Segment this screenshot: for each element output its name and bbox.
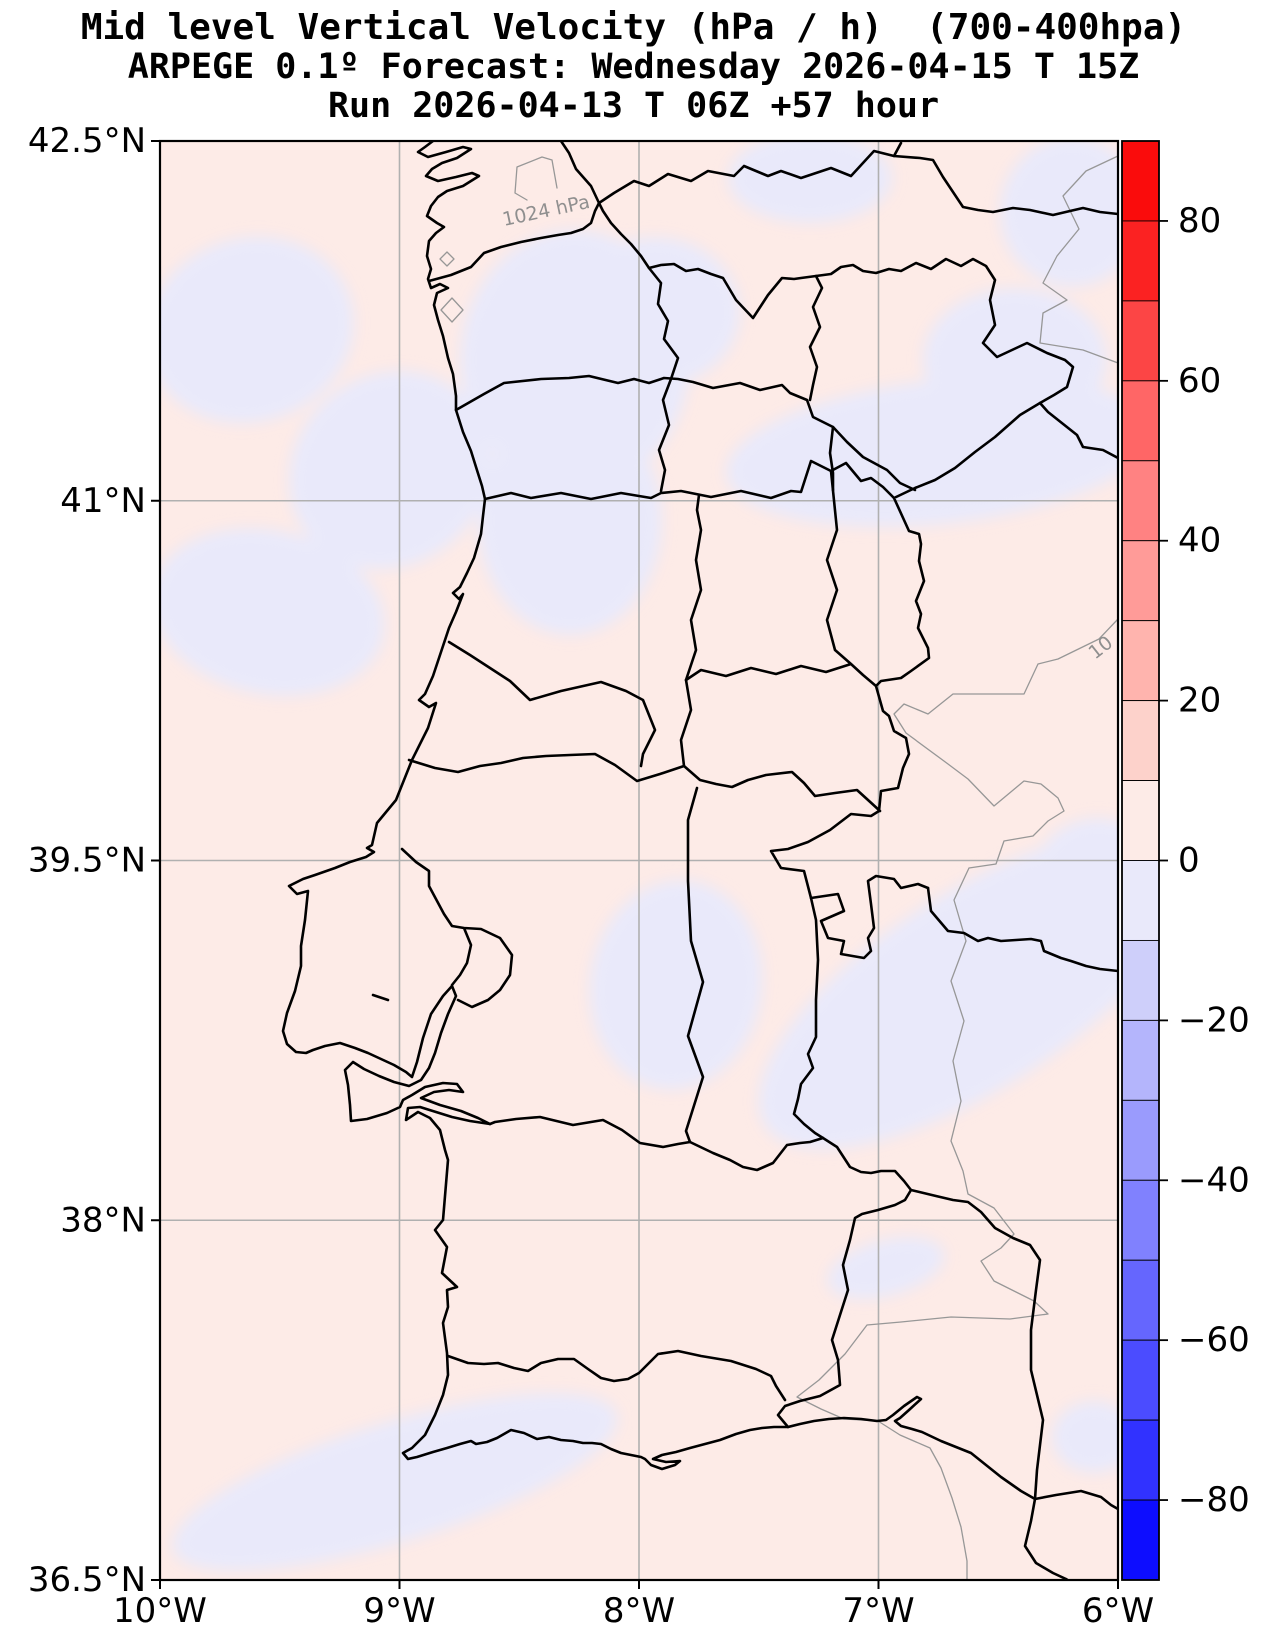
colorbar-cell: [1121, 220, 1160, 302]
graticule: [160, 141, 1118, 1580]
colorbar-tick-label: 60: [1178, 361, 1221, 401]
colorbar-cell: [1121, 780, 1160, 861]
isobar-1024-contour: [514, 156, 558, 201]
isobar-closed-cell-2: [440, 297, 464, 323]
colorbar-ticks: 80 60 40 20 0 −20 −40 −60 −80: [1159, 201, 1250, 1520]
district-setubal-beja: [488, 1115, 825, 1172]
colorbar-cell: [1121, 1179, 1160, 1261]
district-viseu-guarda: [679, 493, 703, 768]
spain-badajoz-line: [926, 886, 1118, 973]
colorbar-cell: [1121, 700, 1160, 782]
lat-tick-label: 36.5°N: [28, 1560, 146, 1600]
colorbar-tick-label: 80: [1178, 201, 1221, 241]
title-line-model-validity: ARPEGE 0.1º Forecast: Wednesday 2026-04-…: [127, 47, 1140, 87]
atlantic-coastline: [281, 141, 1118, 1511]
district-douro-line: [483, 459, 896, 501]
province-border-east: [796, 618, 1118, 1580]
lon-tick-label: 10°W: [113, 1591, 207, 1631]
lat-tick-label: 41°N: [60, 481, 146, 521]
negative-velocity-regions: [160, 141, 1118, 1571]
province-border-northeast: [1039, 155, 1118, 364]
colorbar-cell: [1121, 460, 1160, 542]
colorbar-cell: [1121, 300, 1160, 382]
colorbar-cell: [1121, 1259, 1160, 1341]
colorbar-tick-label: 20: [1178, 681, 1221, 721]
district-beja-faro: [446, 1349, 787, 1402]
colorbar-cell: [1121, 540, 1160, 622]
title-line-variable: Mid level Vertical Velocity (hPa / h) (7…: [80, 7, 1187, 48]
figure-title: Mid level Vertical Velocity (hPa / h) (7…: [6, 8, 1261, 126]
tejo-sandbank: [371, 993, 390, 1002]
spain-province-borders: [439, 155, 1118, 1580]
colorbar-cell: [1121, 1099, 1160, 1181]
lon-tick-label: 7°W: [842, 1591, 914, 1631]
lon-tick-label: 6°W: [1082, 1591, 1154, 1631]
colorbar-cell: [1121, 939, 1160, 1021]
colorbar-cell: [1121, 1019, 1160, 1101]
colorbar-cell: [1121, 140, 1160, 222]
latitude-axis: 42.5°N 41°N 39.5°N 38°N 36.5°N: [28, 121, 160, 1600]
district-evora-west: [684, 786, 705, 1144]
colorbar-cell: [1121, 860, 1160, 941]
longitude-axis: 10°W 9°W 8°W 7°W 6°W: [113, 1580, 1154, 1631]
spain-south-line: [909, 1188, 1045, 1501]
district-viana-vilareal: [647, 266, 680, 493]
border-marvao-loop: [809, 874, 930, 960]
district-castelobranco: [684, 469, 878, 688]
colorbar-cell: [1121, 1499, 1160, 1581]
isobar-closed-cell-1: [439, 251, 455, 267]
colorbar-tick-label: −60: [1178, 1320, 1250, 1360]
spain-north-line: [892, 154, 1118, 217]
colorbar-cell: [1121, 380, 1160, 462]
portugal-spain-border: [597, 201, 1075, 1429]
colorbar-cells: [1121, 140, 1160, 1581]
spain-douro-spur: [1038, 401, 1118, 460]
colorbar-tick-label: −20: [1178, 1000, 1250, 1040]
district-lisboa-santarem: [400, 847, 514, 1009]
colorbar: 80 60 40 20 0 −20 −40 −60 −80: [1121, 140, 1250, 1581]
district-north-east-west: [454, 374, 917, 492]
lon-tick-label: 8°W: [603, 1591, 675, 1631]
galicia-inner-line: [597, 141, 903, 205]
lat-tick-label: 42.5°N: [28, 121, 146, 161]
lon-tick-label: 9°W: [363, 1591, 435, 1631]
colorbar-tick-label: −40: [1178, 1160, 1250, 1200]
colorbar-tick-label: −80: [1178, 1480, 1250, 1520]
colorbar-tick-label: 0: [1178, 841, 1200, 881]
colorbar-tick-label: 40: [1178, 521, 1221, 561]
colorbar-cell: [1121, 1339, 1160, 1421]
district-coimbra-north: [447, 640, 657, 768]
minho-border: [427, 141, 601, 283]
coastlines-and-borders: [281, 141, 1118, 1580]
colorbar-cell: [1121, 1419, 1160, 1501]
lat-tick-label: 39.5°N: [28, 841, 146, 881]
colorbar-cell: [1121, 620, 1160, 702]
title-line-run: Run 2026-04-13 T 06Z +57 hour: [327, 86, 940, 126]
lat-tick-label: 38°N: [60, 1200, 146, 1240]
